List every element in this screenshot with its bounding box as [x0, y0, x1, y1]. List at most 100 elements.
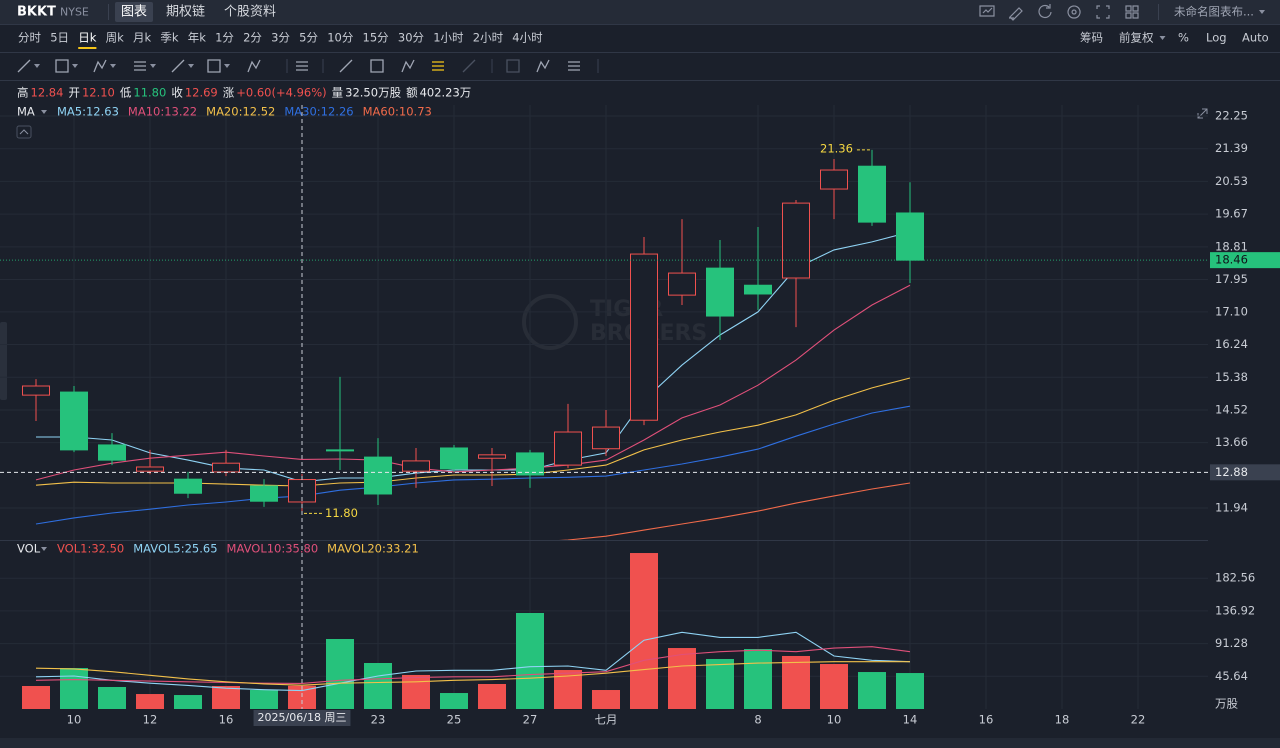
timeframe[interactable]: 周k [106, 31, 124, 45]
candle-body [440, 447, 468, 470]
y-tick-label: 18.81 [1215, 239, 1248, 253]
toolbar-icon[interactable] [979, 5, 995, 17]
volume-bar [896, 673, 924, 709]
candle-body [174, 478, 202, 494]
dropdown-arrow [1259, 10, 1265, 14]
tool-option[interactable]: 筹码 [1080, 31, 1103, 45]
candle-body [478, 454, 506, 459]
timeframe[interactable]: 季k [160, 31, 178, 45]
quote-value: 12.10 [82, 86, 115, 100]
toolbar-icon[interactable] [134, 61, 146, 71]
quote-label: 高 [17, 86, 29, 100]
quote-value: 32.50万股 [345, 86, 401, 100]
legend-entry: MA10:13.22 [128, 105, 197, 119]
dropdown-arrow [224, 64, 230, 68]
timeframe[interactable]: 3分 [271, 31, 290, 45]
quote-value: 11.80 [133, 86, 166, 100]
exchange: NYSE [60, 6, 89, 19]
toolbar-icon[interactable] [370, 59, 384, 73]
volume-bar [782, 655, 810, 709]
timeframe[interactable]: 30分 [398, 31, 425, 45]
volume-bar [250, 690, 278, 709]
candle-body [326, 449, 354, 452]
y-tick-label: 136.92 [1215, 603, 1255, 617]
volume-bar [174, 695, 202, 709]
timeframe[interactable]: 1小时 [433, 31, 464, 45]
timeframe[interactable]: 2小时 [473, 31, 504, 45]
timeframe[interactable]: 年k [188, 31, 206, 45]
toolbar-icon[interactable] [1125, 5, 1139, 19]
tab[interactable]: 个股资料 [224, 5, 276, 20]
timeframe[interactable]: 日k [78, 31, 96, 45]
toolbar-icon[interactable] [506, 59, 520, 73]
toolbar-icon[interactable] [339, 59, 353, 73]
volume-bar [744, 649, 772, 709]
candle-body [60, 391, 88, 451]
toolbar-icon[interactable] [207, 59, 221, 73]
timeframe[interactable]: 5分 [299, 31, 318, 45]
toolbar-icon[interactable] [536, 59, 550, 73]
timeframe[interactable]: 4小时 [512, 31, 543, 45]
toolbar-icon[interactable] [17, 59, 31, 73]
collapse-button[interactable] [16, 125, 32, 139]
quote-label: 涨 [223, 86, 235, 100]
volume-bar [858, 672, 886, 709]
toolbar-icon[interactable] [1096, 5, 1110, 19]
toolbar-icon[interactable] [1067, 5, 1081, 19]
layout-name[interactable]: 未命名图表布... [1174, 5, 1254, 19]
watermark-logo [522, 294, 578, 350]
low-annotation: 11.80 [325, 506, 358, 520]
candle-body [896, 212, 924, 261]
indicator-name: VOL [17, 542, 41, 556]
y-tick-label: 21.39 [1215, 141, 1248, 155]
timeframe[interactable]: 1分 [215, 31, 234, 45]
tool-option[interactable]: 前复权 [1119, 31, 1154, 45]
tab[interactable]: 图表 [121, 5, 147, 20]
timeframe[interactable]: 5日 [50, 31, 69, 45]
toolbar-icon[interactable] [401, 59, 415, 73]
candle-body [136, 466, 164, 472]
timeframe[interactable]: 15分 [363, 31, 390, 45]
x-tick-label: 8 [754, 713, 761, 727]
volume-bar [288, 685, 316, 709]
tool-option[interactable]: Auto [1242, 31, 1269, 45]
crosshair-price-box [1210, 464, 1280, 481]
bottom-bar [0, 738, 1280, 748]
crosshair-date-label: 2025/06/18 周三 [258, 711, 347, 724]
side-handle[interactable] [0, 322, 7, 400]
toolbar-icon[interactable] [171, 59, 185, 73]
toolbar-icon[interactable] [568, 61, 580, 71]
last-price-label: 18.46 [1215, 253, 1248, 267]
toolbar-icon[interactable] [55, 59, 69, 73]
timeframe-underline [78, 47, 97, 49]
candle-body [858, 165, 886, 223]
toolbar-icon[interactable] [1038, 4, 1052, 19]
tool-option[interactable]: % [1178, 31, 1189, 45]
x-tick-label: 27 [523, 713, 538, 727]
high-annotation: 21.36 [820, 141, 853, 155]
y-tick-label: 182.56 [1215, 571, 1255, 585]
tool-option[interactable]: Log [1206, 31, 1227, 45]
toolbar-icon[interactable] [462, 59, 476, 73]
crosshair-price-label: 12.88 [1215, 465, 1248, 479]
candle-body [630, 253, 658, 421]
timeframe[interactable]: 分时 [18, 31, 41, 45]
y-tick-label: 16.24 [1215, 337, 1248, 351]
volume-bar [478, 683, 506, 709]
toolbar-icon[interactable] [432, 61, 444, 71]
timeframe[interactable]: 2分 [243, 31, 262, 45]
y-tick-label: 17.95 [1215, 272, 1248, 286]
quote-label: 低 [120, 86, 132, 100]
volume-panel [0, 541, 1208, 709]
volume-bar [364, 663, 392, 709]
toolbar-icon[interactable] [247, 59, 261, 73]
timeframe[interactable]: 10分 [327, 31, 354, 45]
toolbar-icon[interactable] [296, 61, 308, 71]
x-tick-label: 16 [979, 713, 994, 727]
tab[interactable]: 期权链 [166, 4, 205, 20]
dropdown-arrow [188, 64, 194, 68]
toolbar-icon[interactable] [93, 59, 107, 73]
x-tick-label: 12 [143, 713, 158, 727]
timeframe[interactable]: 月k [133, 31, 151, 45]
toolbar-icon[interactable] [1009, 7, 1023, 21]
